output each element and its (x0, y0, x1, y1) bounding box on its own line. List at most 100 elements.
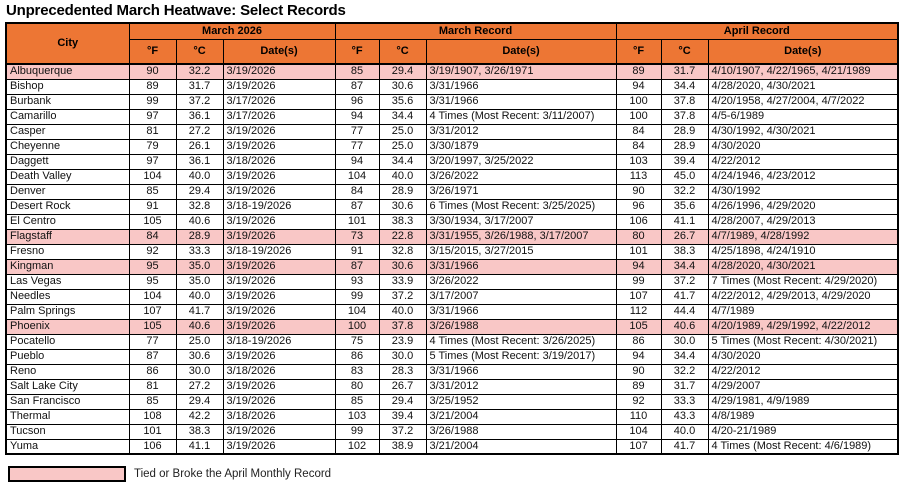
dates-cell: 4/7/1989, 4/28/1992 (707, 228, 899, 245)
c-cell: 37.8 (660, 93, 709, 110)
c-cell: 41.7 (175, 303, 224, 320)
dates-cell: 3/19/2026 (222, 288, 336, 305)
table-row: Death Valley 104 40.0 3/19/2026 104 40.0 3/26/… (5, 168, 899, 185)
dates-cell: 3/26/2022 (425, 168, 617, 185)
table-row: Reno 86 30.0 3/18/2026 83 28.3 3/31/1966 90 32.2… (5, 363, 899, 380)
c-cell: 32.8 (378, 243, 427, 260)
dates-cell: 3/26/1971 (425, 183, 617, 200)
f-cell: 99 (334, 423, 380, 440)
city-cell: Flagstaff (5, 228, 130, 245)
f-cell: 81 (128, 123, 177, 140)
records-table: City March 2026 March Record April Recor… (5, 22, 900, 455)
f-cell: 108 (128, 408, 177, 425)
c-cell: 37.2 (378, 423, 427, 440)
table-row: Salt Lake City 81 27.2 3/19/2026 80 26.7 3/31/… (5, 378, 899, 395)
city-cell: San Francisco (5, 393, 130, 410)
city-cell: Pocatello (5, 333, 130, 350)
f-cell: 112 (615, 303, 662, 320)
city-cell: Salt Lake City (5, 378, 130, 395)
f-cell: 97 (128, 153, 177, 170)
city-cell: Reno (5, 363, 130, 380)
f-cell: 107 (615, 438, 662, 455)
c-cell: 38.3 (660, 243, 709, 260)
f-cell: 77 (334, 123, 380, 140)
dates-cell: 3/26/1988 (425, 423, 617, 440)
c-cell: 35.0 (175, 273, 224, 290)
city-cell: Palm Springs (5, 303, 130, 320)
table-row: Denver 85 29.4 3/19/2026 84 28.9 3/26/1971 90 32… (5, 183, 899, 200)
city-cell: Death Valley (5, 168, 130, 185)
c-cell: 31.7 (660, 378, 709, 395)
f-cell: 77 (128, 333, 177, 350)
column-header-dates: Date(s) (707, 38, 899, 65)
c-cell: 35.6 (378, 93, 427, 110)
c-cell: 44.4 (660, 303, 709, 320)
f-cell: 80 (615, 228, 662, 245)
f-cell: 100 (615, 93, 662, 110)
dates-cell: 3/18-19/2026 (222, 198, 336, 215)
table-header: City March 2026 March Record April Recor… (5, 22, 899, 65)
c-cell: 37.2 (660, 273, 709, 290)
f-cell: 113 (615, 168, 662, 185)
dates-cell: 3/19/1907, 3/26/1971 (425, 63, 617, 80)
c-cell: 29.4 (175, 393, 224, 410)
table-row: Needles 104 40.0 3/19/2026 99 37.2 3/17/2007 10… (5, 288, 899, 305)
f-cell: 100 (334, 318, 380, 335)
c-cell: 41.1 (175, 438, 224, 455)
c-cell: 23.9 (378, 333, 427, 350)
table-row: Las Vegas 95 35.0 3/19/2026 93 33.9 3/26/2022 9… (5, 273, 899, 290)
f-cell: 90 (615, 183, 662, 200)
dates-cell: 3/19/2026 (222, 348, 336, 365)
dates-cell: 4/25/1898, 4/24/1910 (707, 243, 899, 260)
dates-cell: 4/7/1989 (707, 303, 899, 320)
f-cell: 79 (128, 138, 177, 155)
c-cell: 29.4 (378, 63, 427, 80)
f-cell: 101 (128, 423, 177, 440)
f-cell: 101 (334, 213, 380, 230)
c-cell: 27.2 (175, 123, 224, 140)
f-cell: 93 (334, 273, 380, 290)
dates-cell: 4/30/2020 (707, 138, 899, 155)
city-cell: Burbank (5, 93, 130, 110)
table-row: Casper 81 27.2 3/19/2026 77 25.0 3/31/2012 84 28… (5, 123, 899, 140)
table-row: Cheyenne 79 26.1 3/19/2026 77 25.0 3/30/1879 84… (5, 138, 899, 155)
page-title: Unprecedented March Heatwave: Select Rec… (6, 2, 346, 19)
dates-cell: 4/28/2020, 4/30/2021 (707, 258, 899, 275)
dates-cell: 5 Times (Most Recent: 4/30/2021) (707, 333, 899, 350)
dates-cell: 3/18/2026 (222, 153, 336, 170)
dates-cell: 4/30/1992 (707, 183, 899, 200)
city-cell: Tucson (5, 423, 130, 440)
f-cell: 84 (615, 138, 662, 155)
dates-cell: 4/28/2007, 4/29/2013 (707, 213, 899, 230)
table-row: Pocatello 77 25.0 3/18-19/2026 75 23.9 4 Times… (5, 333, 899, 350)
table-row: Thermal 108 42.2 3/18/2026 103 39.4 3/21/2004 1… (5, 408, 899, 425)
f-cell: 89 (128, 78, 177, 95)
city-cell: Pueblo (5, 348, 130, 365)
f-cell: 104 (128, 168, 177, 185)
dates-cell: 4/20/1989, 4/29/1992, 4/22/2012 (707, 318, 899, 335)
c-cell: 41.7 (660, 288, 709, 305)
city-column-header: City (5, 22, 130, 65)
dates-cell: 4/10/1907, 4/22/1965, 4/21/1989 (707, 63, 899, 80)
table-row: Kingman 95 35.0 3/19/2026 87 30.6 3/31/1966 94 3… (5, 258, 899, 275)
c-cell: 37.8 (660, 108, 709, 125)
f-cell: 102 (334, 438, 380, 455)
city-cell: Camarillo (5, 108, 130, 125)
dates-cell: 3/19/2026 (222, 318, 336, 335)
f-cell: 87 (334, 258, 380, 275)
dates-cell: 4/24/1946, 4/23/2012 (707, 168, 899, 185)
f-cell: 107 (128, 303, 177, 320)
c-cell: 37.2 (378, 288, 427, 305)
column-header-f: °F (128, 38, 177, 65)
table-row: Desert Rock 91 32.8 3/18-19/2026 87 30.6 6 Tim… (5, 198, 899, 215)
legend-label: Tied or Broke the April Monthly Record (134, 468, 332, 480)
c-cell: 26.1 (175, 138, 224, 155)
dates-cell: 4/26/1996, 4/29/2020 (707, 198, 899, 215)
c-cell: 30.6 (175, 348, 224, 365)
f-cell: 95 (128, 273, 177, 290)
dates-cell: 3/31/1966 (425, 303, 617, 320)
f-cell: 94 (334, 108, 380, 125)
dates-cell: 3/31/1966 (425, 93, 617, 110)
c-cell: 26.7 (378, 378, 427, 395)
